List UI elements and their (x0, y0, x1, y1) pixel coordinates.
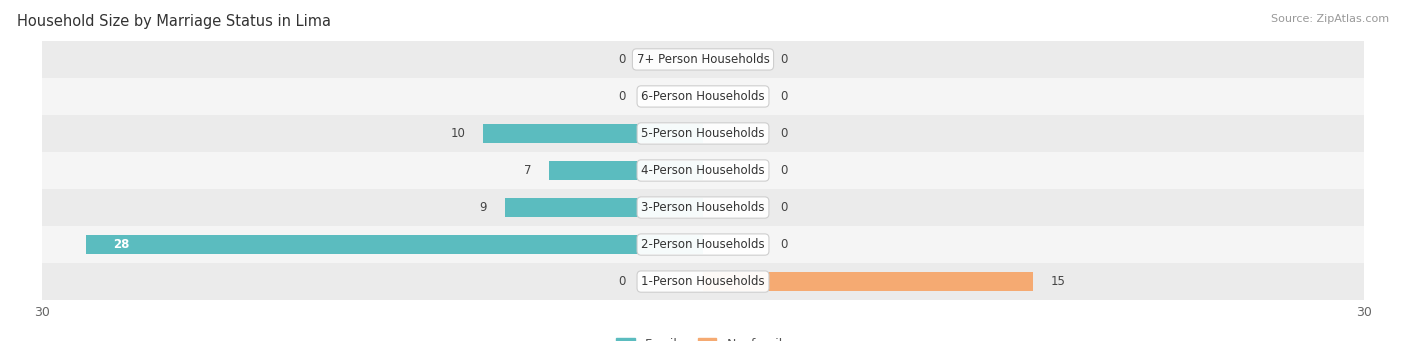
Text: 9: 9 (479, 201, 486, 214)
Text: 0: 0 (780, 201, 787, 214)
Bar (548, 161, 703, 180)
Text: 2-Person Households: 2-Person Households (641, 238, 765, 251)
Text: 5-Person Households: 5-Person Households (641, 127, 765, 140)
Text: 15: 15 (1052, 275, 1066, 288)
Text: 0: 0 (619, 275, 626, 288)
Text: Household Size by Marriage Status in Lima: Household Size by Marriage Status in Lim… (17, 14, 330, 29)
Text: 10: 10 (450, 127, 465, 140)
Bar (86, 235, 703, 254)
Bar (505, 198, 703, 217)
Text: 0: 0 (780, 53, 787, 66)
Bar (42, 263, 1364, 300)
Bar (42, 189, 1364, 226)
Bar (42, 226, 1364, 263)
Text: 7+ Person Households: 7+ Person Households (637, 53, 769, 66)
Bar (42, 78, 1364, 115)
Text: 0: 0 (619, 90, 626, 103)
Text: 3-Person Households: 3-Person Households (641, 201, 765, 214)
Text: 0: 0 (780, 90, 787, 103)
Bar (482, 124, 703, 143)
Text: 28: 28 (112, 238, 129, 251)
Text: 0: 0 (780, 127, 787, 140)
Text: 0: 0 (780, 238, 787, 251)
Bar (703, 272, 1033, 291)
Bar (42, 115, 1364, 152)
Bar (42, 152, 1364, 189)
Text: 4-Person Households: 4-Person Households (641, 164, 765, 177)
Text: 6-Person Households: 6-Person Households (641, 90, 765, 103)
Bar (42, 41, 1364, 78)
Text: 1-Person Households: 1-Person Households (641, 275, 765, 288)
Text: 0: 0 (619, 53, 626, 66)
Text: 7: 7 (523, 164, 531, 177)
Legend: Family, Nonfamily: Family, Nonfamily (616, 338, 790, 341)
Text: Source: ZipAtlas.com: Source: ZipAtlas.com (1271, 14, 1389, 24)
Text: 0: 0 (780, 164, 787, 177)
